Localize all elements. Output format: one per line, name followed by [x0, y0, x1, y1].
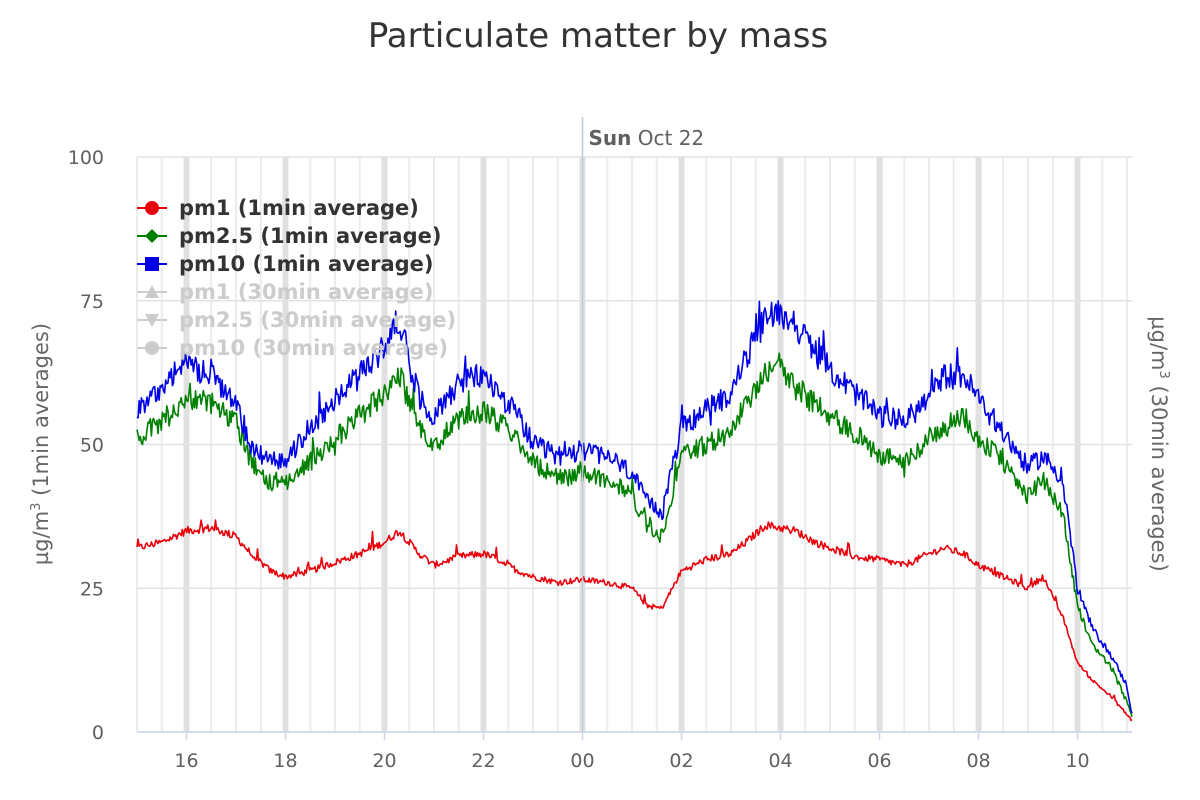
y-tick-label: 50 [80, 435, 104, 457]
series-line-1 [136, 352, 1133, 718]
y-tick-label: 25 [80, 578, 104, 600]
series-line-0 [136, 519, 1133, 722]
y-tick-label: 75 [80, 291, 104, 313]
legend-item-4[interactable]: pm2.5 (30min average) [137, 308, 456, 332]
legend-marker-square-icon [145, 257, 159, 271]
legend-item-2[interactable]: pm10 (1min average) [137, 252, 434, 276]
y-axis-left-title: µg/m3 (1min averages) [29, 323, 53, 565]
x-tick-label: 08 [966, 750, 990, 772]
grid [136, 156, 1132, 733]
x-tick-label: 20 [372, 750, 396, 772]
chart-title: Particulate matter by mass [368, 16, 828, 56]
axes: 0 25 50 75 100 16 18 20 22 00 02 04 06 08 10 Sun Oct 22… [29, 117, 1171, 772]
x-tick-label: 22 [471, 750, 495, 772]
series-line-2 [136, 300, 1133, 714]
date-marker-label: Sun Oct 22 [589, 126, 705, 150]
legend-marker-triangle-icon [145, 285, 159, 298]
x-tick-label: 16 [174, 750, 198, 772]
legend-item-0[interactable]: pm1 (1min average) [137, 196, 419, 220]
legend-item-3[interactable]: pm1 (30min average) [137, 280, 434, 304]
date-marker-day: Sun [589, 126, 632, 150]
y-tick-label: 0 [92, 722, 104, 744]
legend-label: pm2.5 (1min average) [179, 224, 441, 248]
x-tick-label: 00 [570, 750, 594, 772]
legend-label: pm1 (1min average) [179, 196, 419, 220]
legend-marker-diamond-icon [145, 229, 159, 243]
legend: pm1 (1min average) pm2.5 (1min average) pm… [137, 196, 456, 360]
x-tick-label: 04 [768, 750, 792, 772]
y-axis-right-title: µg/m3 (30min averages) [1147, 316, 1171, 571]
legend-marker-circle-icon [145, 341, 159, 355]
legend-label: pm10 (30min average) [179, 336, 448, 360]
y-tick-label: 100 [68, 147, 104, 169]
legend-label: pm2.5 (30min average) [179, 308, 456, 332]
date-marker-date: Oct 22 [631, 126, 704, 150]
x-tick-label: 02 [669, 750, 693, 772]
x-tick-label: 18 [273, 750, 297, 772]
legend-marker-circle-icon [145, 201, 159, 215]
x-tick-label: 06 [867, 750, 891, 772]
x-tick-label: 10 [1065, 750, 1089, 772]
plot-area [136, 300, 1133, 722]
legend-marker-triangle-down-icon [145, 314, 159, 327]
legend-label: pm10 (1min average) [179, 252, 434, 276]
legend-item-5[interactable]: pm10 (30min average) [137, 336, 448, 360]
legend-item-1[interactable]: pm2.5 (1min average) [137, 224, 441, 248]
legend-label: pm1 (30min average) [179, 280, 434, 304]
